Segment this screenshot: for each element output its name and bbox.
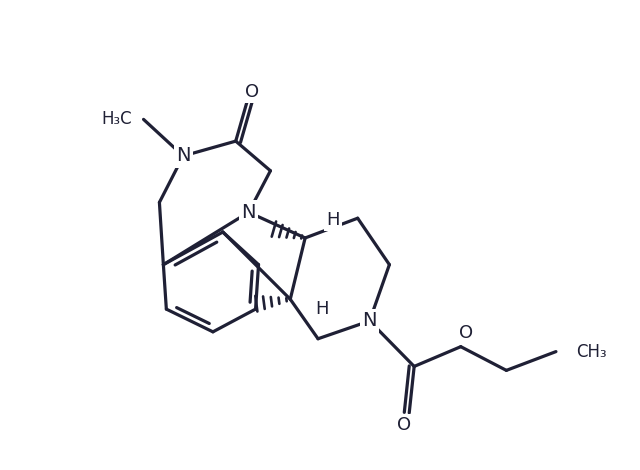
Text: H: H <box>316 300 329 318</box>
Text: O: O <box>459 324 473 342</box>
Text: N: N <box>362 312 377 330</box>
Text: H₃C: H₃C <box>101 110 132 128</box>
Text: N: N <box>176 147 191 165</box>
Text: CH₃: CH₃ <box>576 343 606 360</box>
Text: O: O <box>397 416 412 434</box>
Text: N: N <box>241 203 256 222</box>
Text: H: H <box>326 211 340 229</box>
Text: O: O <box>244 83 259 101</box>
